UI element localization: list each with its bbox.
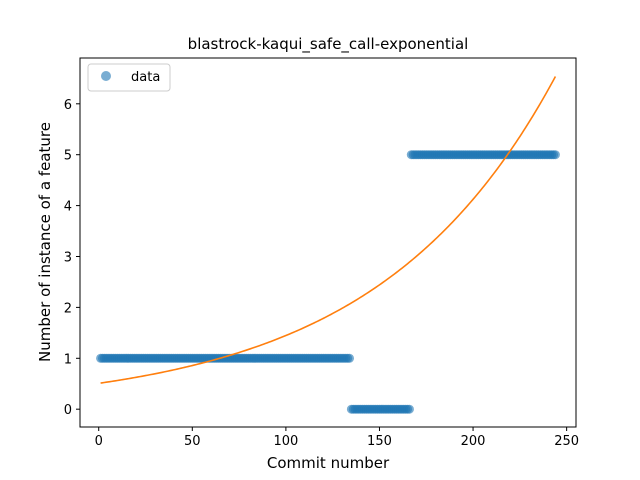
data-point bbox=[345, 353, 355, 363]
x-axis-label: Commit number bbox=[267, 454, 390, 472]
x-tick-label: 100 bbox=[273, 434, 298, 449]
legend-label-data: data bbox=[131, 70, 160, 85]
legend-box bbox=[87, 63, 171, 92]
fit-line bbox=[100, 76, 557, 384]
data-point bbox=[550, 150, 560, 160]
axes-frame bbox=[79, 57, 577, 428]
y-axis-label: Number of instance of a feature bbox=[36, 122, 54, 362]
x-tick-label: 50 bbox=[184, 434, 201, 449]
x-tick-label: 0 bbox=[95, 434, 103, 449]
data-point bbox=[404, 404, 414, 414]
y-tick-label: 2 bbox=[64, 301, 72, 316]
y-tick-label: 5 bbox=[64, 149, 72, 164]
y-tick-label: 1 bbox=[64, 352, 72, 367]
y-tick-label: 0 bbox=[64, 403, 72, 418]
x-tick-label: 150 bbox=[367, 434, 392, 449]
x-tick-label: 200 bbox=[461, 434, 486, 449]
legend: data bbox=[87, 63, 171, 92]
chart-title: blastrock-kaqui_safe_call-exponential bbox=[188, 35, 469, 54]
y-axis: 0 1 2 3 4 5 6 bbox=[64, 98, 80, 418]
legend-marker-data bbox=[101, 71, 111, 81]
plot-area bbox=[96, 76, 560, 414]
y-tick-label: 6 bbox=[64, 98, 72, 113]
x-tick-label: 250 bbox=[554, 434, 579, 449]
y-tick-label: 3 bbox=[64, 250, 72, 265]
x-axis: 0 50 100 150 200 250 bbox=[95, 427, 579, 449]
y-tick-label: 4 bbox=[64, 200, 72, 215]
